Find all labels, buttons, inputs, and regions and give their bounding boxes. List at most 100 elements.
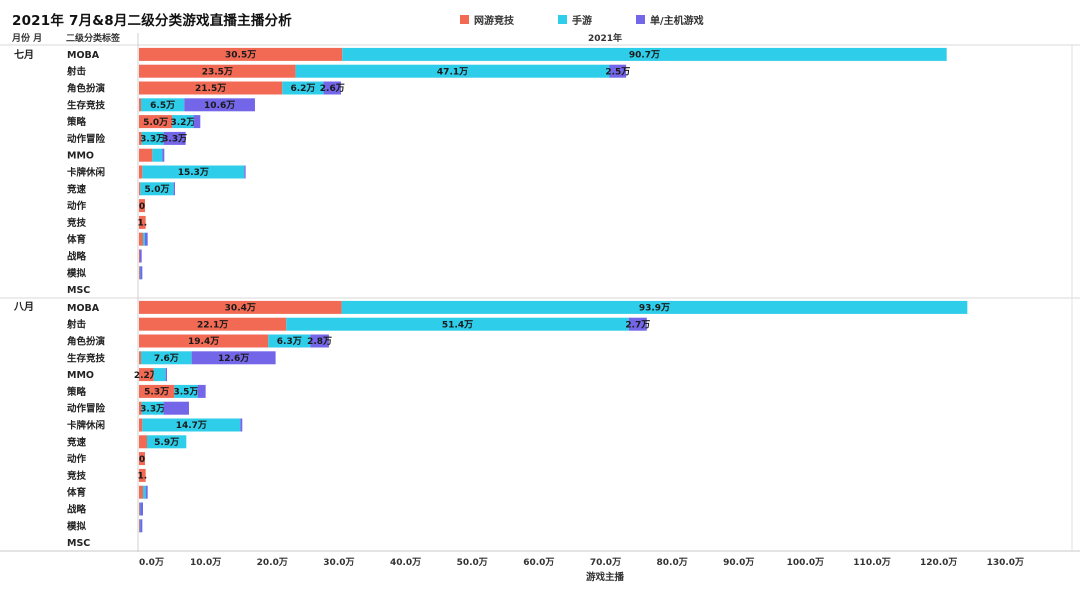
bar-segment-mobile[interactable]	[139, 519, 141, 533]
bar-segment-mobile[interactable]	[295, 64, 610, 78]
bar-segment-online[interactable]	[139, 47, 343, 61]
bar-segment-console[interactable]	[628, 317, 647, 331]
bar-segment-online[interactable]	[139, 182, 141, 196]
bar-segment-online[interactable]	[139, 485, 143, 499]
data-label: 47.1万	[437, 66, 468, 77]
bar-segment-console[interactable]	[162, 148, 165, 162]
bar-segment-mobile[interactable]	[174, 384, 198, 398]
bar-segment-mobile[interactable]	[141, 131, 164, 145]
bar-segment-mobile[interactable]	[142, 232, 145, 246]
bar-segment-mobile[interactable]	[139, 266, 141, 280]
category-label: MOBA	[67, 50, 100, 61]
bar-segment-online[interactable]	[139, 98, 141, 112]
bar-segment-online[interactable]	[139, 165, 143, 179]
bar-segment-online[interactable]	[139, 351, 141, 365]
bar-segment-console[interactable]	[145, 485, 148, 499]
bar-segment-mobile[interactable]	[142, 485, 146, 499]
bar-segment-mobile[interactable]	[141, 401, 164, 415]
bar-segment-online[interactable]	[139, 81, 283, 95]
bar-segment-console[interactable]	[163, 131, 186, 145]
bar-segment-mobile[interactable]	[140, 351, 192, 365]
legend-swatch-mobile	[558, 14, 567, 24]
x-tick-label: 120.0万	[920, 557, 957, 568]
legend-item-console[interactable]: 单/主机游戏	[636, 12, 704, 27]
category-label: 射击	[66, 66, 87, 78]
bar-segment-online[interactable]	[139, 64, 296, 78]
bar-segment-online[interactable]	[139, 435, 147, 449]
bar-segment-mobile[interactable]	[152, 148, 163, 162]
category-label: 动作	[67, 453, 87, 465]
bar-segment-online[interactable]	[139, 401, 142, 415]
legend-swatch-online	[460, 14, 469, 24]
bar-segment-console[interactable]	[184, 98, 255, 112]
bar-segment-mobile[interactable]	[172, 115, 194, 129]
x-ticks: 0.0万 10.0万 20.0万 30.0万 40.0万 50.0万 60.0万 70.0万 8…	[139, 557, 1024, 568]
category-label: 策略	[66, 116, 87, 128]
bar-segment-console[interactable]	[140, 502, 143, 516]
data-label: 2.7万	[625, 319, 650, 330]
bar-segment-online[interactable]	[139, 199, 145, 213]
bar-segment-online[interactable]	[139, 502, 141, 516]
bar-segment-mobile[interactable]	[140, 182, 174, 196]
bar-segment-online[interactable]	[139, 148, 153, 162]
bar-segment-mobile[interactable]	[153, 368, 166, 382]
bar-segment-console[interactable]	[310, 334, 329, 348]
bar-segment-console[interactable]	[140, 519, 143, 533]
bar-segment-mobile[interactable]	[139, 502, 141, 516]
bar-segment-mobile[interactable]	[146, 435, 187, 449]
bar-segment-mobile[interactable]	[142, 418, 241, 432]
bar-segment-online[interactable]	[139, 215, 146, 229]
bar-segment-online[interactable]	[139, 334, 269, 348]
bar-segment-console[interactable]	[163, 401, 189, 415]
data-label: 93.9万	[639, 303, 670, 314]
bar-segment-online[interactable]	[139, 317, 287, 331]
bar-segment-online[interactable]	[139, 232, 143, 246]
bar-segment-online[interactable]	[139, 418, 143, 432]
bar-segment-mobile[interactable]	[342, 47, 947, 61]
bar-segment-console[interactable]	[244, 165, 246, 179]
bar-segment-console[interactable]	[144, 232, 148, 246]
bar-segment-online[interactable]	[139, 452, 145, 466]
bar-segment-console[interactable]	[140, 266, 143, 280]
bar-segment-mobile[interactable]	[140, 98, 185, 112]
bar-segment-console[interactable]	[191, 351, 276, 365]
category-label: 竞技	[66, 470, 87, 482]
bar-segment-console[interactable]	[165, 368, 167, 382]
category-label: 体育	[67, 234, 87, 246]
category-label: 卡牌休闲	[67, 167, 105, 179]
bar-segment-console[interactable]	[323, 81, 341, 95]
bar-segment-online[interactable]	[139, 384, 175, 398]
bar-segment-mobile[interactable]	[282, 81, 324, 95]
bar-segment-online[interactable]	[139, 468, 146, 482]
bar-segment-console[interactable]	[609, 64, 627, 78]
bar-segment-console[interactable]	[193, 115, 201, 129]
bar-segment-online[interactable]	[139, 131, 142, 145]
bar-segment-online[interactable]	[139, 115, 173, 129]
bar-segment-mobile[interactable]	[286, 317, 629, 331]
bar-segment-online[interactable]	[139, 368, 154, 382]
header-year: 2021年	[588, 32, 622, 44]
category-label: 竞速	[66, 436, 87, 448]
bar-segment-online[interactable]	[139, 249, 141, 263]
data-label: 3.3万	[162, 134, 187, 145]
bar-segment-mobile[interactable]	[341, 300, 968, 314]
data-label: 12.6万	[218, 353, 249, 364]
bar-segment-online[interactable]	[139, 266, 141, 280]
x-tick-label: 90.0万	[723, 557, 754, 568]
bar-segment-console[interactable]	[240, 418, 243, 432]
bar-segment-console[interactable]	[173, 182, 175, 196]
bar-segment-console[interactable]	[197, 384, 206, 398]
legend-item-online[interactable]: 网游竞技	[460, 12, 514, 27]
month-label-july: 七月	[14, 48, 34, 61]
bar-segment-mobile[interactable]	[142, 165, 245, 179]
bar-segment-online[interactable]	[139, 519, 141, 533]
bar-segment-mobile[interactable]	[268, 334, 311, 348]
data-label: 51.4万	[442, 319, 473, 330]
data-label: 23.5万	[202, 66, 233, 77]
bar-segment-online[interactable]	[139, 300, 342, 314]
category-label: 竞技	[66, 217, 87, 229]
category-label: MSC	[67, 285, 90, 296]
legend-item-mobile[interactable]: 手游	[558, 12, 592, 27]
chart-title: 2021年 7月&8月二级分类游戏直播主播分析	[12, 13, 292, 29]
bar-segment-console[interactable]	[139, 249, 142, 263]
